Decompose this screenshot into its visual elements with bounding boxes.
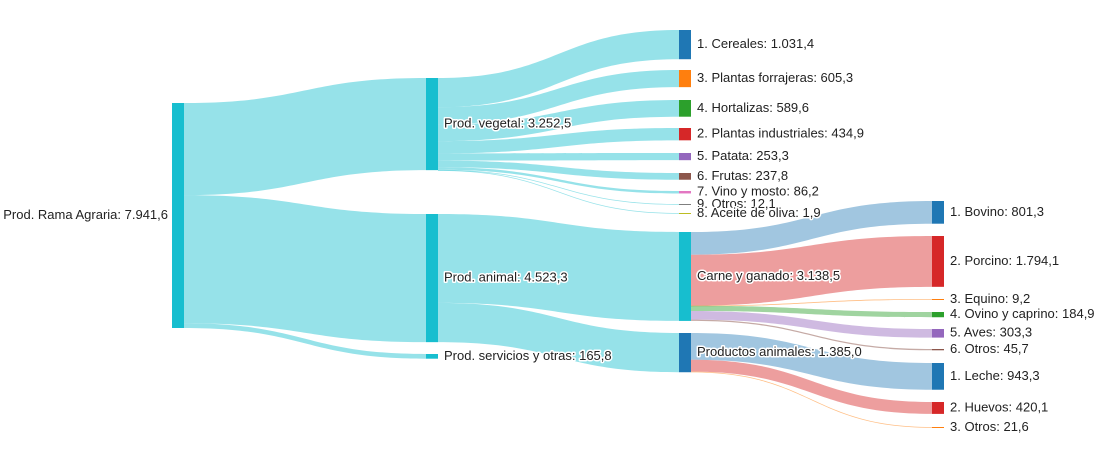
node-label: 5. Patata: 253,3 [697,148,789,163]
link [691,236,932,306]
link [184,78,426,196]
node-label: 8. Aceite de oliva: 1,9 [697,205,821,220]
link [691,319,932,351]
node-label: 1. Bovino: 801,3 [950,204,1044,219]
node [426,214,438,343]
node [679,128,691,141]
node-label: 7. Vino y mosto: 86,2 [697,184,819,199]
node-label: Prod. Rama Agraria: 7.941,6 [3,207,168,222]
node [932,201,944,224]
node-label: 5. Aves: 303,3 [950,325,1032,340]
node [679,173,691,180]
link [438,167,679,194]
node [679,153,691,161]
node [426,78,438,171]
node [932,363,944,390]
node-label: 3. Equino: 9,2 [950,291,1030,306]
node [932,236,944,287]
node [426,354,438,359]
node [932,329,944,338]
link [438,30,679,108]
node-label: Productos animales: 1.385,0 [697,344,862,359]
link [438,100,679,142]
link [438,128,679,154]
node [679,191,691,194]
link [438,70,679,125]
node [679,333,691,373]
node-label: Prod. servicios y otras: 165,8 [444,348,612,363]
node [679,213,691,214]
node-label: 6. Frutas: 237,8 [697,168,788,183]
node [932,299,944,300]
node [932,427,944,428]
node [172,103,184,328]
node [679,204,691,205]
link [184,323,426,359]
link [691,333,932,390]
link [438,153,679,161]
link [691,201,932,255]
node-label: 4. Hortalizas: 589,6 [697,100,809,115]
node [679,100,691,117]
node-label: 4. Ovino y caprino: 184,9 [950,306,1095,321]
node-label: 9. Otros: 12,1 [697,196,776,211]
link [438,160,679,180]
node-label: 6. Otros: 45,7 [950,341,1029,356]
node-label: 2. Huevos: 420,1 [950,399,1048,414]
link [438,169,679,205]
node-label: 1. Leche: 943,3 [950,368,1040,383]
link [438,170,679,214]
link [691,305,932,318]
node [679,232,691,321]
link [691,359,932,414]
link [691,371,932,428]
node [932,312,944,318]
node-label: 2. Plantas industriales: 434,9 [697,126,864,141]
node-label: Prod. vegetal: 3.252,5 [444,116,571,131]
link [691,311,932,338]
node-label: Prod. animal: 4.523,3 [444,270,568,285]
node [679,30,691,60]
node-label: 1. Cereales: 1.031,4 [697,36,814,51]
link [438,302,679,373]
node-label: 3. Plantas forrajeras: 605,3 [697,70,853,85]
link [691,299,932,307]
node [932,402,944,414]
node [679,70,691,88]
node-label: 2. Porcino: 1.794,1 [950,253,1059,268]
node-label: Carne y ganado: 3.138,5 [697,268,840,283]
node-label: 3. Otros: 21,6 [950,419,1029,434]
node [932,349,944,351]
link [184,195,426,343]
link [438,214,679,321]
